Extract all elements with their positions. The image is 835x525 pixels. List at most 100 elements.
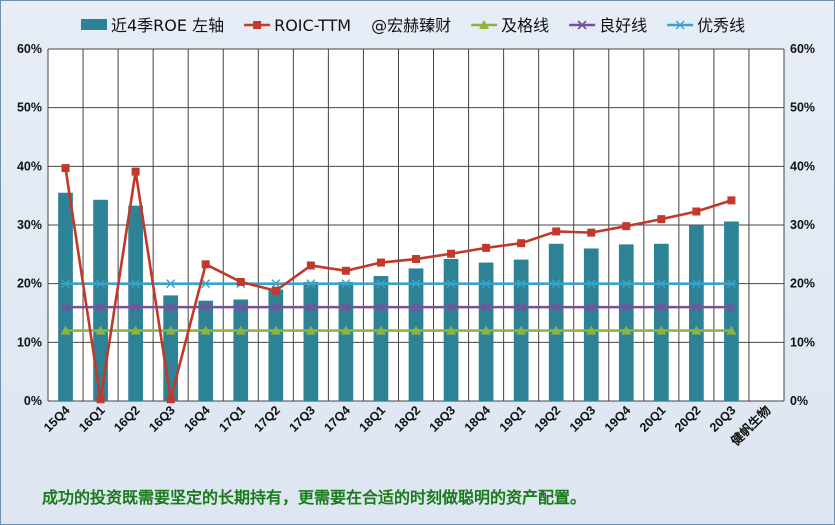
series-marker-triangle xyxy=(130,325,141,335)
series-marker-x xyxy=(481,302,491,312)
series-marker-triangle xyxy=(481,325,492,335)
series-marker-square xyxy=(376,258,385,267)
series-marker-square xyxy=(517,239,526,248)
x-tick-label: 16Q1 xyxy=(76,403,108,435)
series-marker-star xyxy=(726,279,737,289)
series-marker-square xyxy=(447,249,456,258)
y-tick-label-left: 40% xyxy=(17,159,42,173)
series-marker-x xyxy=(691,302,701,312)
y-tick-label-right: 30% xyxy=(790,218,815,232)
series-marker-square xyxy=(96,395,105,404)
series-marker-triangle xyxy=(305,325,316,335)
series-marker-square xyxy=(61,164,70,173)
x-tick-label: 18Q1 xyxy=(357,403,389,435)
series-marker-triangle xyxy=(516,325,527,335)
line-series xyxy=(61,164,736,404)
y-tick-label-left: 20% xyxy=(17,277,42,291)
series-marker-star xyxy=(481,279,492,289)
y-tick-label-right: 10% xyxy=(790,335,815,349)
series-marker-square xyxy=(587,228,596,237)
y-tick-label-right: 20% xyxy=(790,277,815,291)
legend-label: 近4季ROE 左轴 xyxy=(111,16,224,35)
x-tick-label: 健帆生物 xyxy=(728,402,774,448)
series-marker-triangle xyxy=(411,325,421,335)
series-marker-triangle xyxy=(375,325,386,335)
series-marker-x xyxy=(577,20,587,30)
series-marker-square xyxy=(306,261,315,270)
roe-bar xyxy=(198,300,214,401)
series-marker-x xyxy=(131,302,141,312)
series-marker-square xyxy=(253,21,262,29)
y-tick-label-right: 40% xyxy=(790,159,815,173)
series-marker-x xyxy=(446,302,456,312)
series-marker-x xyxy=(621,302,631,312)
x-tick-label: 16Q3 xyxy=(146,403,178,435)
series-marker-triangle xyxy=(200,325,211,335)
y-tick-label-left: 30% xyxy=(17,218,42,232)
series-marker-star xyxy=(165,279,176,289)
series-marker-star xyxy=(130,279,141,289)
x-tick-label: 16Q4 xyxy=(181,403,213,435)
y-tick-label-left: 60% xyxy=(17,42,42,56)
series-marker-x xyxy=(96,302,106,312)
series-marker-star xyxy=(305,279,316,289)
x-tick-label: 19Q3 xyxy=(567,403,599,435)
series-marker-triangle xyxy=(270,325,281,335)
x-tick-label: 19Q4 xyxy=(602,403,634,435)
series-marker-square xyxy=(131,167,140,176)
roe-bar xyxy=(583,248,599,401)
roe-bar xyxy=(338,281,354,401)
roe-bar xyxy=(233,299,249,401)
series-marker-square xyxy=(622,222,631,231)
series-line xyxy=(64,167,732,400)
series-marker-star xyxy=(586,279,597,289)
series-marker-x xyxy=(306,302,316,312)
y-tick-label-left: 0% xyxy=(24,394,42,408)
legend-label: 良好线 xyxy=(599,16,647,35)
series-marker-x xyxy=(516,302,526,312)
series-marker-star xyxy=(95,279,106,289)
x-tick-label: 18Q3 xyxy=(427,403,459,435)
roe-bar xyxy=(268,289,284,401)
series-marker-square xyxy=(412,255,420,264)
x-tick-label: 19Q2 xyxy=(532,403,564,435)
series-marker-x xyxy=(341,302,351,312)
series-marker-star xyxy=(60,279,71,289)
roe-bar xyxy=(93,199,108,401)
series-marker-x xyxy=(411,302,421,312)
line-series xyxy=(60,325,737,335)
series-marker-square xyxy=(552,227,561,236)
series-marker-x xyxy=(656,302,666,312)
series-marker-square xyxy=(236,277,245,286)
series-marker-triangle xyxy=(551,325,562,335)
series-marker-x xyxy=(726,302,736,312)
series-marker-triangle xyxy=(60,325,71,335)
y-tick-label-right: 0% xyxy=(790,394,808,408)
series-marker-star xyxy=(446,279,457,289)
roe-bar xyxy=(128,205,143,401)
x-tick-label: 18Q2 xyxy=(392,403,424,435)
series-marker-star xyxy=(375,279,386,289)
series-marker-triangle xyxy=(726,325,737,335)
series-marker-triangle xyxy=(165,325,176,335)
x-tick-label: 17Q1 xyxy=(216,403,248,435)
x-tick-label: 17Q3 xyxy=(286,403,318,435)
series-marker-star xyxy=(200,279,211,289)
series-marker-x xyxy=(586,302,596,312)
series-marker-x xyxy=(201,302,211,312)
series-marker-triangle xyxy=(479,20,490,29)
roe-bar xyxy=(618,244,634,401)
line-series xyxy=(60,302,736,312)
series-marker-square xyxy=(727,196,736,205)
watermark-label: @宏赫臻财 xyxy=(371,16,451,35)
roe-bar xyxy=(689,225,704,401)
series-marker-square xyxy=(482,243,491,252)
series-marker-triangle xyxy=(235,325,246,335)
x-tick-label: 18Q4 xyxy=(462,403,494,435)
series-marker-triangle xyxy=(340,325,351,335)
series-marker-star xyxy=(411,279,421,289)
series-marker-star xyxy=(270,279,281,289)
series-marker-star xyxy=(675,20,686,30)
